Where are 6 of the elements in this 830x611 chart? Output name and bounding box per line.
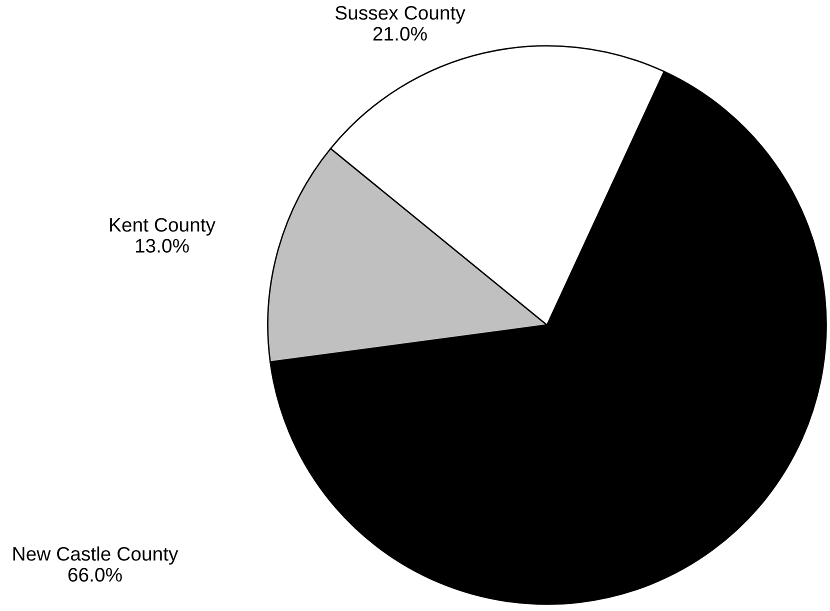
- slice-label: New Castle County: [13, 546, 178, 565]
- slice-label: Sussex County: [336, 6, 466, 24]
- slice-label: Kent County: [110, 218, 216, 236]
- data-label: 21.0%: [373, 26, 427, 41]
- data-label: 13.0%: [136, 238, 189, 253]
- data-label: 66.0%: [68, 568, 122, 582]
